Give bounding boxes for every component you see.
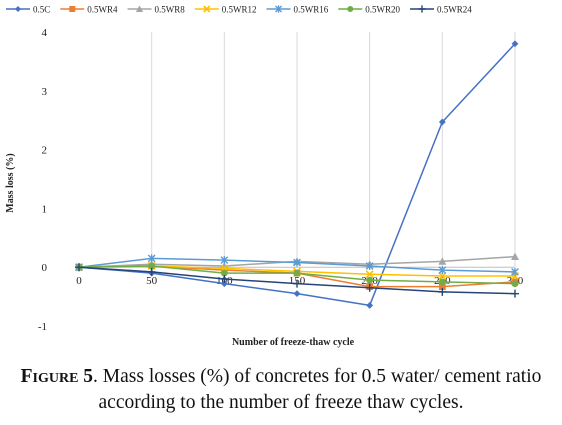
legend-marker-05wr8 — [135, 5, 144, 12]
data-point-05wr20 — [438, 278, 446, 286]
figure-label: Figure 5 — [20, 366, 94, 387]
data-point-05wr12 — [365, 270, 374, 279]
data-point-05wr16 — [511, 267, 519, 276]
legend-label-05wr8: 0.5WR8 — [155, 5, 186, 15]
data-point-05wr12 — [438, 272, 447, 280]
figure-caption: Figure 5. Mass losses (%) of concretes f… — [0, 364, 562, 416]
data-point-05wr24 — [75, 263, 83, 272]
data-point-05wr16 — [220, 256, 229, 265]
y-tick-label: 3 — [42, 86, 48, 98]
legend-label-05wr4: 0.5WR4 — [87, 5, 118, 15]
legend-label-05wr16: 0.5WR16 — [294, 5, 329, 15]
data-point-05c — [366, 302, 374, 309]
data-point-05wr24 — [220, 274, 229, 283]
x-tick-label: 0 — [76, 275, 82, 287]
legend-marker-05c — [15, 6, 21, 12]
legend-marker-05wr16 — [275, 5, 283, 13]
data-point-05wr16 — [365, 262, 374, 271]
data-point-05wr4 — [438, 283, 446, 291]
x-tick-label: 50 — [146, 275, 158, 287]
data-point-05c — [220, 280, 228, 288]
legend-label-05wr24: 0.5WR24 — [437, 5, 472, 15]
y-axis-title: Mass loss (%) — [5, 153, 16, 212]
legend-marker-05wr24 — [418, 5, 426, 13]
data-point-05wr8 — [511, 252, 519, 261]
legend-label-05wr12: 0.5WR12 — [222, 5, 257, 15]
data-point-05wr20 — [220, 269, 228, 277]
data-point-05wr8 — [438, 257, 447, 265]
data-point-05c — [293, 290, 301, 298]
x-axis-title: Number of freeze-thaw cycle — [232, 337, 355, 348]
data-point-05wr16 — [293, 258, 301, 267]
y-tick-label: 0 — [42, 262, 48, 274]
y-tick-label: 1 — [42, 203, 48, 215]
y-tick-label: 2 — [42, 145, 48, 157]
legend-marker-05wr20 — [347, 6, 354, 12]
legend-marker-05wr12 — [203, 5, 211, 13]
legend-label-05wr20: 0.5WR20 — [365, 5, 400, 15]
data-point-05wr20 — [148, 262, 156, 270]
data-point-05c — [438, 118, 446, 126]
data-point-05wr24 — [365, 283, 374, 292]
data-point-05wr20 — [366, 276, 374, 284]
data-point-05wr24 — [147, 267, 156, 276]
data-point-05wr24 — [511, 289, 519, 298]
y-tick-label: -1 — [38, 321, 47, 333]
caption-text: . Mass losses (%) of concretes for 0.5 w… — [93, 366, 542, 413]
data-point-05wr16 — [147, 254, 156, 263]
legend-marker-05wr4 — [69, 6, 76, 12]
data-point-05wr16 — [438, 266, 447, 275]
data-point-05c — [511, 40, 519, 48]
legend-label-05c: 0.5C — [33, 5, 50, 15]
data-point-05wr20 — [511, 280, 519, 288]
data-point-05wr24 — [438, 287, 447, 296]
data-point-05wr20 — [293, 269, 301, 277]
data-point-05wr24 — [293, 279, 301, 288]
y-tick-label: 4 — [42, 27, 48, 39]
